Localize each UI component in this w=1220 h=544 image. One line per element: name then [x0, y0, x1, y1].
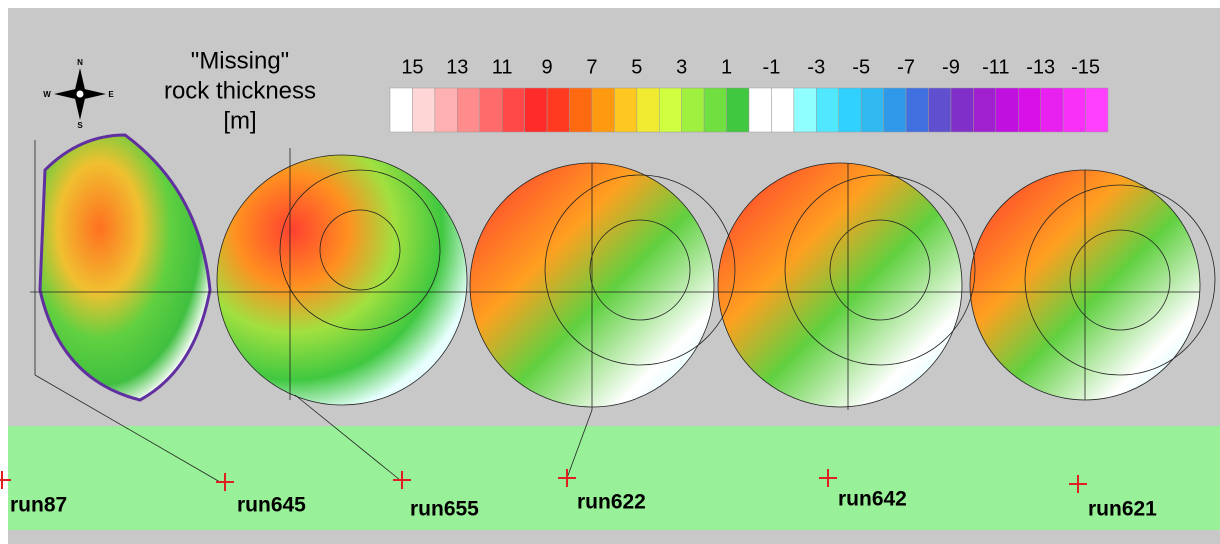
colorbar-label: 9 [542, 56, 553, 78]
colorbar-swatch [884, 88, 906, 132]
colorbar-label: -13 [1026, 56, 1055, 78]
legend-title: "Missing" [191, 47, 289, 74]
colorbar-swatch [480, 88, 502, 132]
colorbar-swatch [839, 88, 861, 132]
colorbar-label: 5 [631, 56, 642, 78]
page: N S E W "Missing" rock thickness [m] 151… [0, 0, 1220, 544]
colorbar-swatch [637, 88, 659, 132]
colorbar-swatch [794, 88, 816, 132]
colorbar-label: -1 [763, 56, 781, 78]
track-band [8, 426, 1220, 530]
colorbar-swatch [704, 88, 726, 132]
compass-w: W [43, 90, 51, 99]
colorbar-swatch [749, 88, 771, 132]
colorbar-label: 15 [401, 56, 423, 78]
colorbar-label: 7 [586, 56, 597, 78]
run-label: run645 [237, 494, 306, 517]
colorbar-label: -3 [807, 56, 825, 78]
compass-n: N [77, 58, 83, 67]
colorbar-swatch [547, 88, 569, 132]
legend-title: rock thickness [164, 77, 316, 104]
colorbar-swatch [1041, 88, 1063, 132]
figure: N S E W "Missing" rock thickness [m] 151… [0, 0, 1220, 544]
colorbar-swatch [1063, 88, 1085, 132]
colorbar-swatch [457, 88, 479, 132]
colorbar-swatch [614, 88, 636, 132]
colorbar-swatch [435, 88, 457, 132]
colorbar-swatch [816, 88, 838, 132]
run-label: run621 [1088, 498, 1157, 521]
colorbar-swatch [951, 88, 973, 132]
run-label: run655 [410, 498, 479, 521]
colorbar-label: 3 [676, 56, 687, 78]
colorbar-label: -5 [852, 56, 870, 78]
colorbar-swatch [929, 88, 951, 132]
colorbar-swatch [906, 88, 928, 132]
colorbar-swatch [525, 88, 547, 132]
colorbar-swatch [502, 88, 524, 132]
compass-e: E [108, 90, 114, 99]
run-label: run87 [10, 494, 67, 517]
run-label: run622 [577, 491, 646, 514]
compass-s: S [77, 121, 83, 130]
colorbar-swatch [727, 88, 749, 132]
colorbar-label: -9 [942, 56, 960, 78]
colorbar-label: 1 [721, 56, 732, 78]
colorbar-swatch [592, 88, 614, 132]
colorbar-label: -7 [897, 56, 915, 78]
colorbar-swatch [659, 88, 681, 132]
colorbar-swatch [682, 88, 704, 132]
legend-title: [m] [223, 107, 256, 134]
colorbar-label: -15 [1071, 56, 1100, 78]
colorbar-swatch [996, 88, 1018, 132]
colorbar-swatch [412, 88, 434, 132]
colorbar-swatch [570, 88, 592, 132]
colorbar-label: 11 [492, 56, 513, 78]
colorbar-swatch [1018, 88, 1040, 132]
colorbar-swatch [973, 88, 995, 132]
colorbar-label: 13 [446, 56, 468, 78]
colorbar-label: -11 [982, 56, 1009, 78]
run-label: run642 [838, 488, 907, 511]
colorbar-swatch [861, 88, 883, 132]
colorbar-swatch [1086, 88, 1108, 132]
colorbar-swatch [771, 88, 793, 132]
colorbar-swatch [390, 88, 412, 132]
